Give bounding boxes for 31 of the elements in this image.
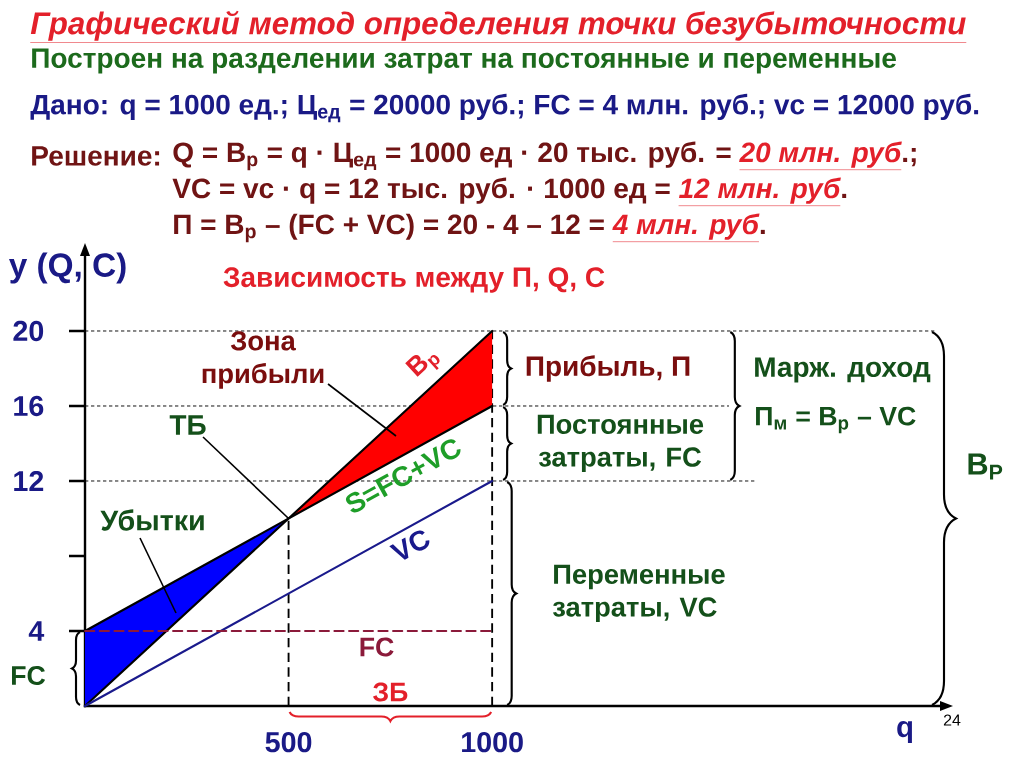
y-tick-label: 4 xyxy=(28,621,45,641)
annotation: ЗБ xyxy=(373,682,408,702)
series-label: FC xyxy=(360,637,394,657)
text: 24 xyxy=(943,714,961,726)
annotation: Зона прибыли xyxy=(202,331,324,389)
x-tick-label: 500 xyxy=(265,732,312,753)
chart-subtitle: Построен на разделении затрат на постоянные и переменные xyxy=(32,48,896,74)
annotation: Прибыль, П xyxy=(526,355,690,382)
x-axis-title: q xyxy=(897,721,912,743)
text: Дано: q = 1000 ед.; Ц$_{ед}$ = 20000 руб.; FC = 4 млн. руб.; vc = 12000 руб. xyxy=(30,93,979,123)
text: VC xyxy=(389,530,430,560)
annotation: Постоянные затраты, FC xyxy=(537,414,704,473)
annotation: FC xyxy=(12,666,46,685)
annotation: Убытки xyxy=(100,509,204,531)
annotation: Марж. доход xyxy=(755,357,931,383)
y-axis-title: y (Q, C) xyxy=(9,252,126,284)
x-tick-label: 1000 xyxy=(462,732,523,753)
text: В$_{Р}$ xyxy=(968,453,1003,480)
y-tick-label: 12 xyxy=(14,470,44,491)
text: VC = vc · q = 12 тыс. руб. · 1000 ед = 12 млн. руб. xyxy=(172,177,847,204)
annotation: Зависимость между П, Q, C xyxy=(223,267,605,293)
y-tick-label: 16 xyxy=(14,395,44,417)
text: Решение: xyxy=(32,146,160,166)
text: П = В$_{р}$ – (FC + VC) = 20 - 4 – 12 = 4 млн. руб. xyxy=(174,213,765,243)
annotation: П$_{м}$ = В$_{р}$ – VC xyxy=(756,406,916,434)
text: В$_{р}$ xyxy=(405,354,440,377)
annotation: Переменные затраты, VC xyxy=(552,564,725,623)
annotation: ТБ xyxy=(169,415,206,435)
chart-title: Графический метод определения точки безубыточности xyxy=(30,10,966,41)
y-tick-label: 20 xyxy=(13,320,44,342)
text: Q = В$_{р}$ = q · Ц$_{ед}$ = 1000 ед · 20 тыс. руб. = 20 млн. руб.; xyxy=(173,141,916,171)
